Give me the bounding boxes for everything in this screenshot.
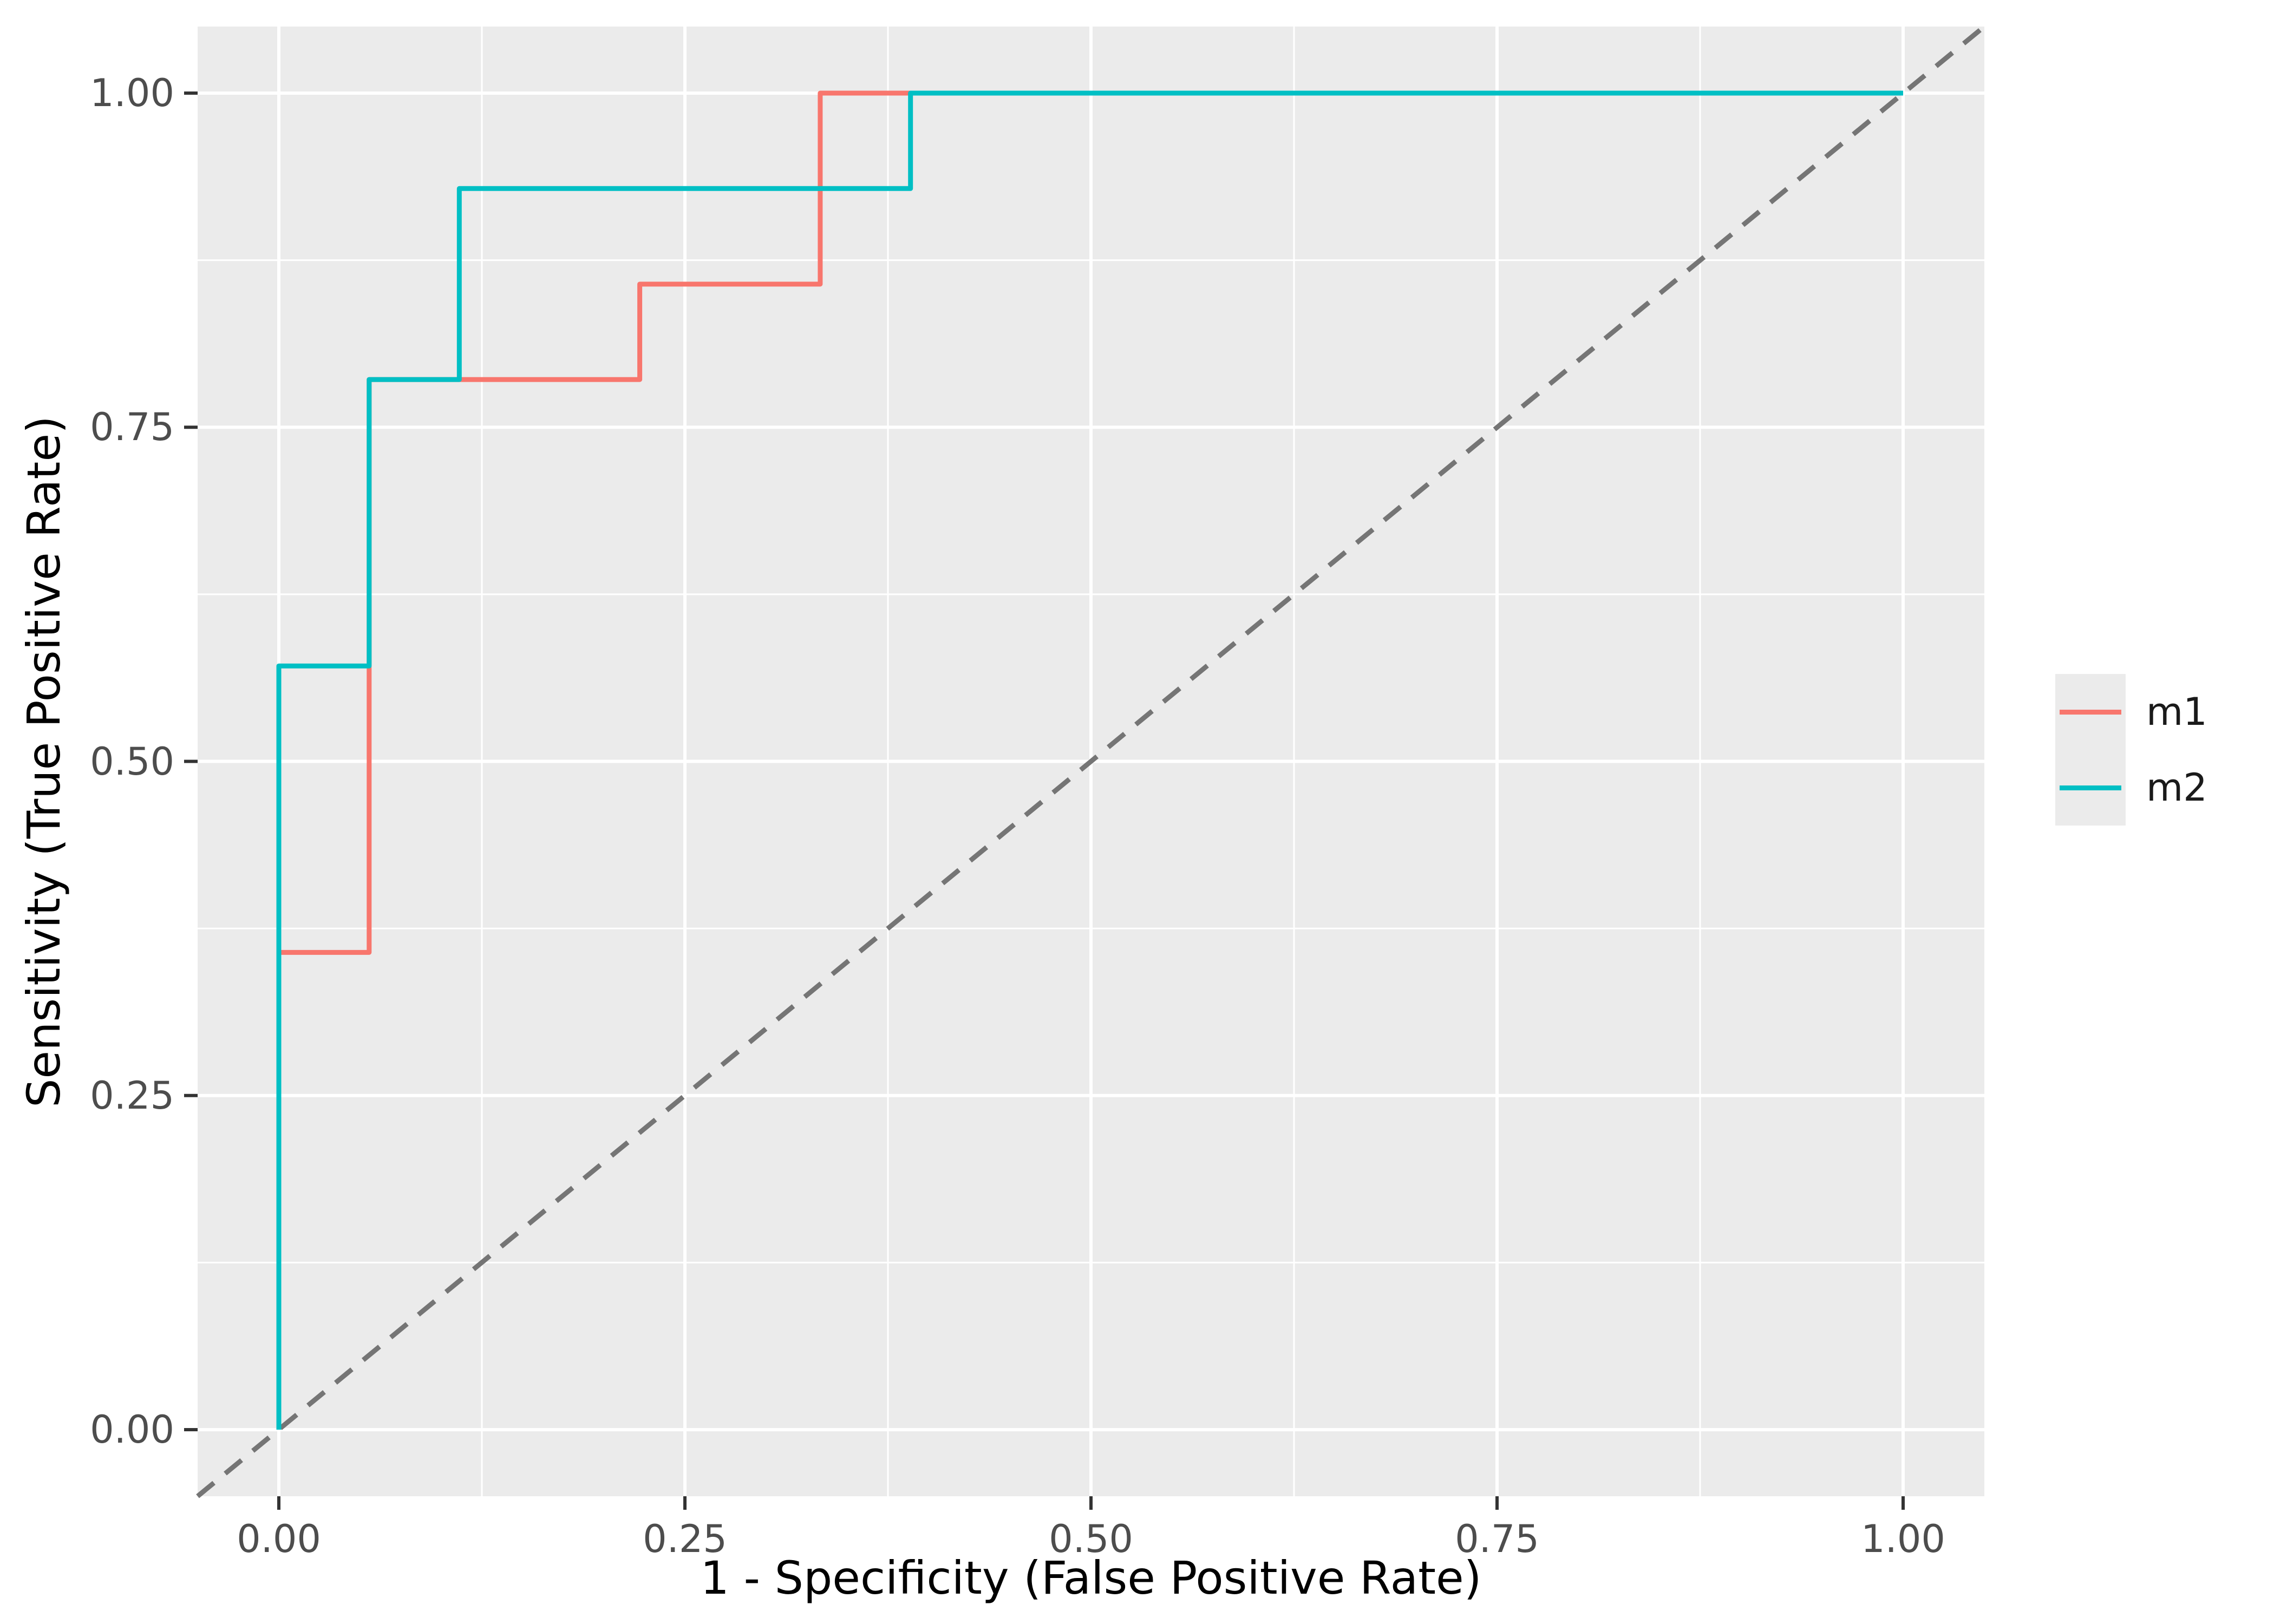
legend-entry-m2: m2 <box>2055 750 2207 826</box>
x-tick-label-0.00: 0.00 <box>237 1517 321 1561</box>
legend-key-box-m1 <box>2055 674 2126 750</box>
legend-key-line-m1 <box>2060 710 2121 715</box>
legend-label-m2: m2 <box>2146 765 2207 810</box>
y-tick-label-0.50: 0.50 <box>90 739 174 784</box>
x-tick-label-0.25: 0.25 <box>643 1517 727 1561</box>
y-axis-title: Sensitivity (True Positive Rate) <box>17 415 70 1108</box>
legend-key-box-m2 <box>2055 750 2126 826</box>
roc-curve-m2 <box>276 90 1903 1430</box>
legend-entry-m1: m1 <box>2055 674 2207 750</box>
roc-curves <box>276 90 1903 1430</box>
legend: m1 m2 <box>2055 674 2207 826</box>
x-axis-title: 1 - Specificity (False Positive Rate) <box>700 1551 1482 1605</box>
y-tick-label-0.00: 0.00 <box>90 1407 174 1452</box>
y-tick-label-0.75: 0.75 <box>90 405 174 450</box>
legend-key-line-m2 <box>2060 785 2121 790</box>
axis-tick-marks <box>184 91 1905 1510</box>
x-tick-label-0.50: 0.50 <box>1049 1517 1133 1561</box>
x-tick-label-0.75: 0.75 <box>1455 1517 1539 1561</box>
legend-label-m1: m1 <box>2146 690 2207 734</box>
y-tick-label-1.00: 1.00 <box>90 71 174 115</box>
diagonal-reference-line <box>196 24 1986 1498</box>
y-tick-label-0.25: 0.25 <box>90 1073 174 1118</box>
roc-curve-m1 <box>276 90 1903 1430</box>
x-tick-label-1.00: 1.00 <box>1861 1517 1945 1561</box>
